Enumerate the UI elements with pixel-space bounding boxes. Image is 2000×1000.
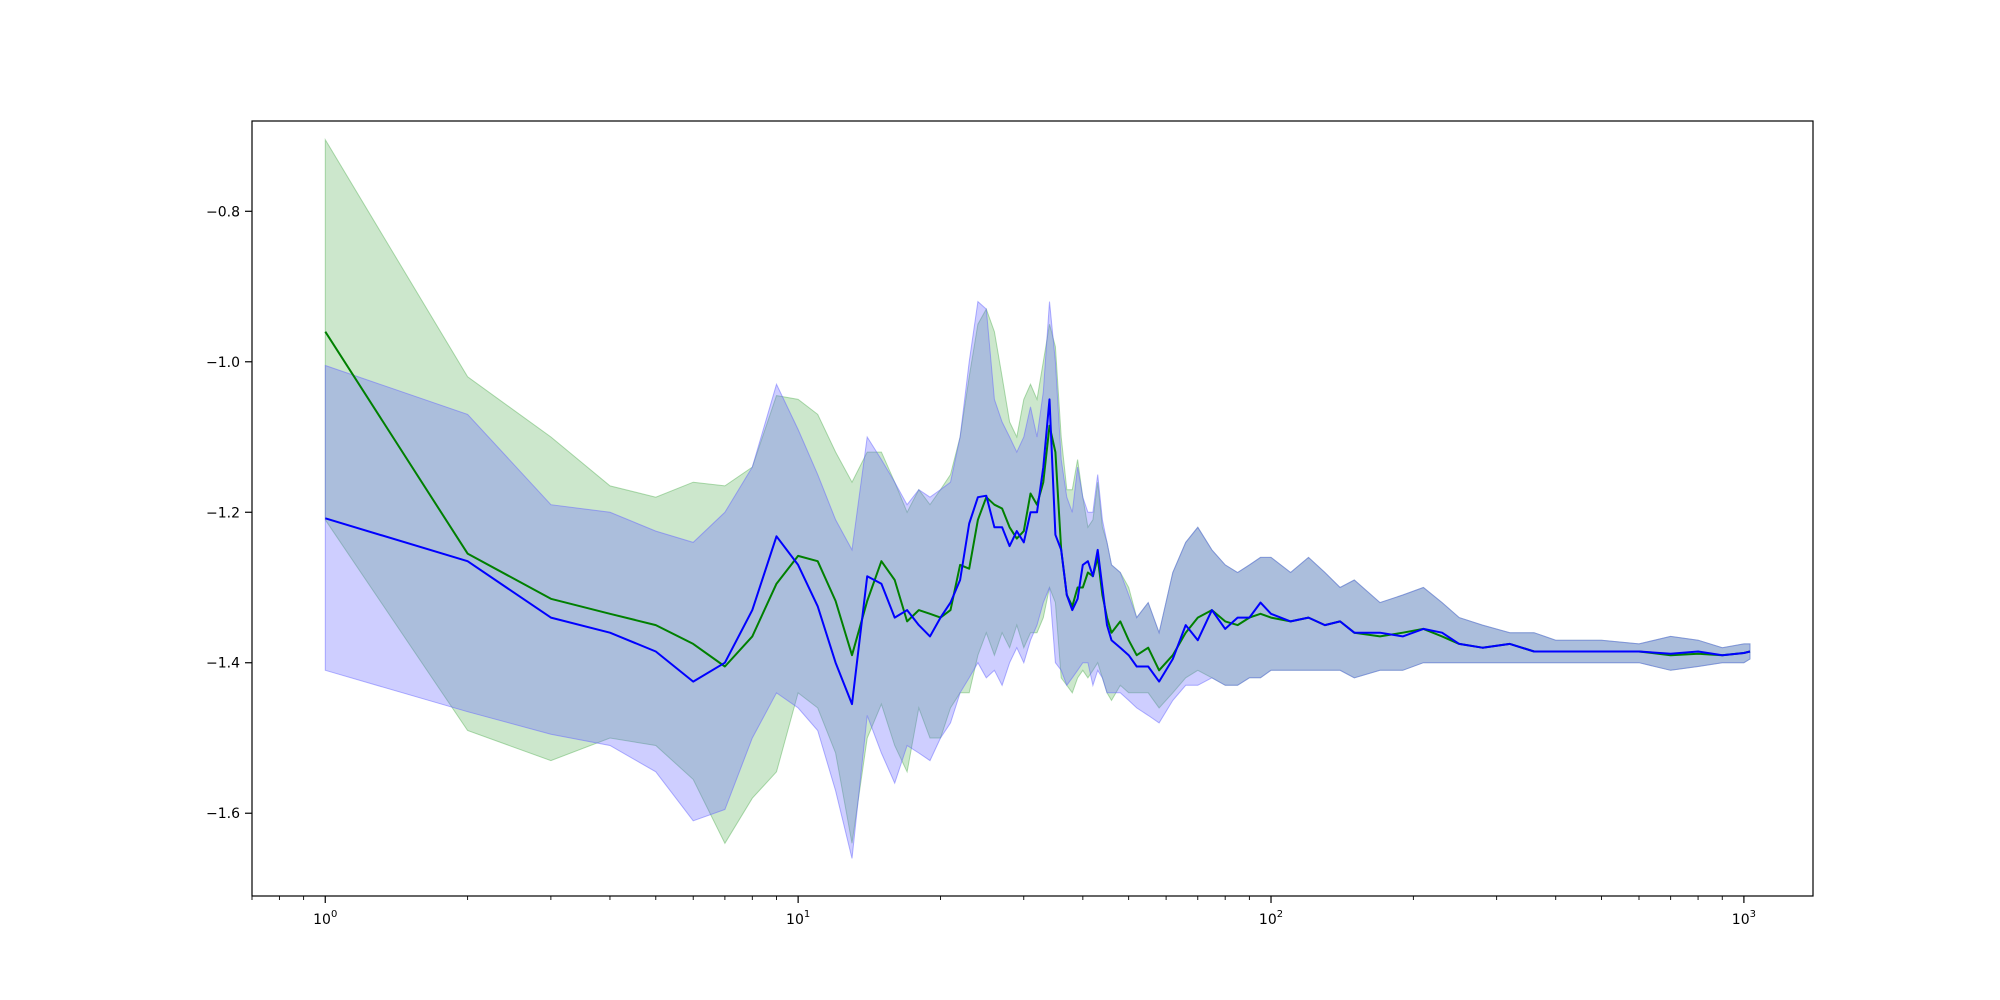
y-tick-label: −0.8	[206, 204, 240, 220]
x-tick-label: 101	[786, 909, 810, 928]
blue-band	[324, 300, 1751, 859]
y-tick-label: −1.4	[206, 656, 240, 672]
y-tick-label: −1.6	[206, 806, 240, 822]
y-tick-label: −1.2	[206, 505, 240, 521]
x-tick-label: 100	[313, 909, 337, 928]
series-lines	[324, 331, 1751, 706]
blue-series-line	[325, 398, 1751, 706]
confidence-bands	[324, 137, 1751, 859]
plot-frame	[251, 120, 1814, 897]
x-tick-label: 103	[1732, 909, 1756, 928]
y-tick-label: −1.0	[206, 355, 240, 371]
x-tick-label: 102	[1259, 909, 1283, 928]
x-axis: 100 101 102 103	[251, 896, 1756, 928]
green-series-line	[324, 331, 1751, 672]
y-axis: −1.6 −1.4 −1.2 −1.0 −0.8	[206, 204, 252, 822]
